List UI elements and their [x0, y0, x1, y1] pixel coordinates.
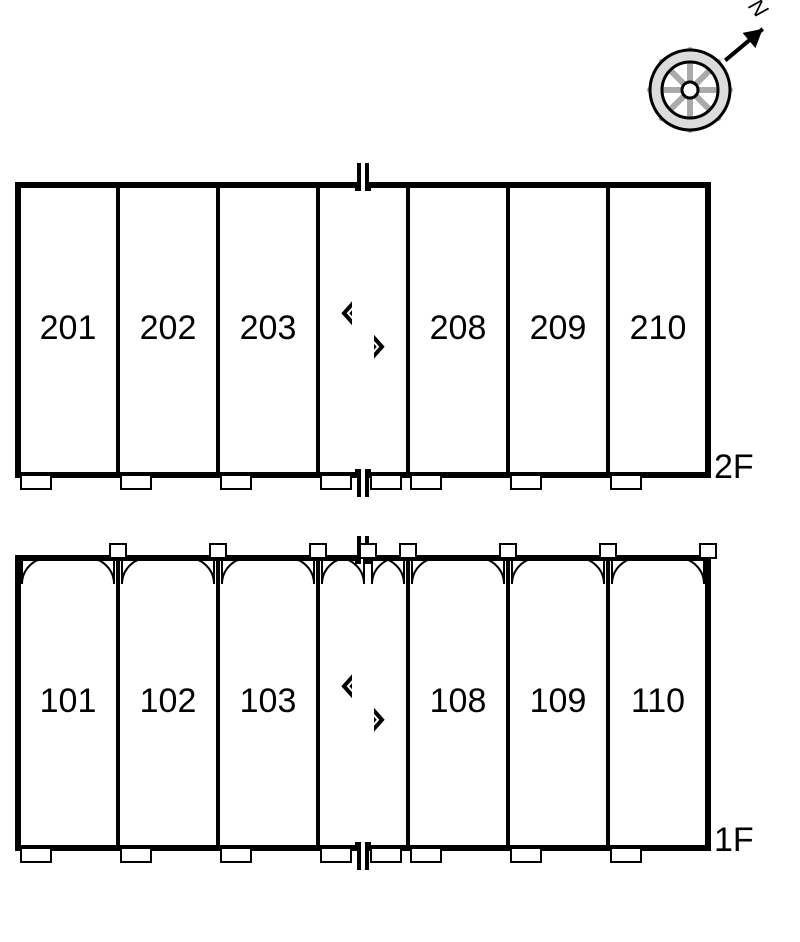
unit-number: 209 [530, 309, 587, 347]
pillar-icon [600, 544, 616, 558]
door-notch [321, 848, 351, 862]
floor-label: 2F [714, 448, 754, 486]
unit-number: 109 [530, 682, 587, 720]
pillar-icon [700, 544, 716, 558]
pillar-icon [400, 544, 416, 558]
door-notch [411, 848, 441, 862]
unit-number: 201 [40, 309, 97, 347]
door-notch [221, 848, 251, 862]
door-notch [411, 475, 441, 489]
door-notch [611, 848, 641, 862]
unit-number: 202 [140, 309, 197, 347]
door-notch [371, 475, 401, 489]
floor-1F: 101 102 103 108 109 110 1F [18, 536, 754, 870]
unit-number: 108 [430, 682, 487, 720]
floorplan-diagram: N2012022032082092102F1011021031081091101… [0, 0, 800, 942]
door-notch [21, 848, 51, 862]
door-notch [221, 475, 251, 489]
door-notch [21, 475, 51, 489]
door-notch [511, 848, 541, 862]
compass-icon: N [650, 0, 773, 130]
unit-number: 102 [140, 682, 197, 720]
pillar-icon [110, 544, 126, 558]
unit-number: 203 [240, 309, 297, 347]
door-notch [611, 475, 641, 489]
unit-number: 110 [631, 682, 685, 720]
unit-number: 103 [240, 682, 297, 720]
door-notch [121, 475, 151, 489]
pillar-icon [360, 544, 376, 558]
door-notch [321, 475, 351, 489]
unit-number: 210 [630, 309, 687, 347]
door-notch [121, 848, 151, 862]
pillar-icon [310, 544, 326, 558]
compass-north-label: N [744, 0, 773, 22]
floor-2F: 201 202 203 208 209 210 2F [18, 163, 754, 497]
unit-number: 208 [430, 309, 487, 347]
pillar-icon [500, 544, 516, 558]
floor-label: 1F [714, 821, 754, 859]
unit-number: 101 [40, 682, 97, 720]
pillar-icon [210, 544, 226, 558]
door-notch [371, 848, 401, 862]
door-notch [511, 475, 541, 489]
